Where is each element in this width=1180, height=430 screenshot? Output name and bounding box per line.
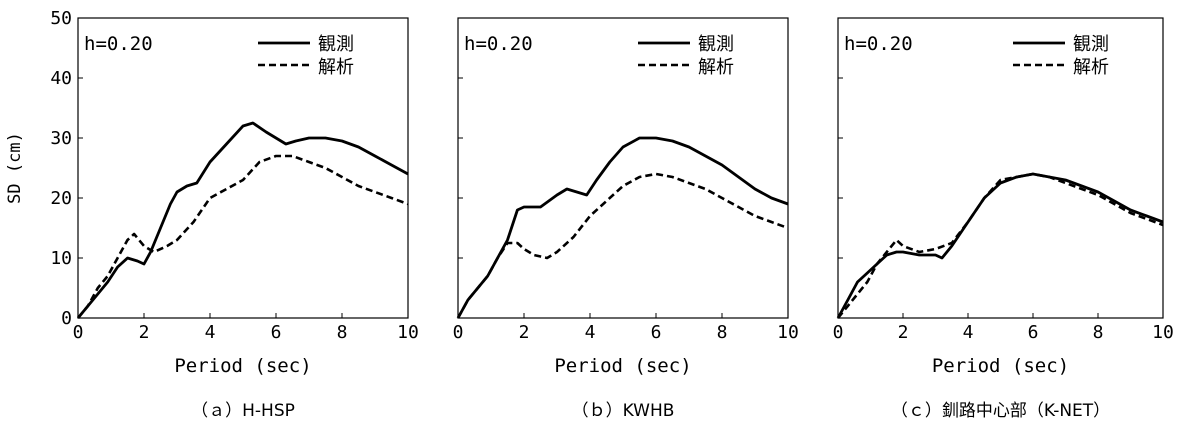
panel-c: h=0.20 Period (sec) （ｃ）釧路中心部（K-NET） 観測 解…	[833, 17, 1174, 421]
panel-c-frame	[837, 17, 1164, 319]
panel-c-annotation: h=0.20	[844, 33, 913, 55]
panel-b-x-tick-label: 10	[777, 322, 799, 343]
panel-c-series-analysis-line	[836, 172, 1164, 319]
panel-a-y-tick-label: 20	[50, 188, 72, 209]
panel-c-legend-label-analysis: 解析	[1073, 57, 1109, 78]
panel-a-y-tick-label: 40	[50, 68, 72, 89]
panel-c-x-tick-label: 8	[1093, 322, 1104, 343]
panel-b-series-observed-line	[456, 136, 789, 319]
panel-c-x-tick-label: 0	[833, 322, 844, 343]
panel-a-y-tick-label: 0	[61, 308, 72, 329]
panel-a-y-tick-label: 10	[50, 248, 72, 269]
panel-c-x-tick-label: 6	[1028, 322, 1039, 343]
panel-b-frame	[457, 17, 789, 319]
panel-a-y-tick-label: 50	[50, 8, 72, 29]
panel-a-frame	[77, 17, 409, 319]
panel-a-x-tick-label: 10	[397, 322, 419, 343]
panel-b-x-tick-label: 2	[519, 322, 530, 343]
panel-a: h=0.20 SD (cm) Period (sec) （ａ）H-HSP 観測 …	[5, 8, 419, 421]
panel-a-legend-label-observed: 観測	[318, 34, 354, 55]
panel-c-x-axis-label: Period (sec)	[932, 355, 1069, 377]
panel-b-legend-label-observed: 観測	[698, 34, 734, 55]
panel-a-legend-label-analysis: 解析	[318, 57, 354, 78]
panel-a-x-axis-label: Period (sec)	[174, 355, 311, 377]
panel-c-legend-label-observed: 観測	[1073, 34, 1109, 55]
panel-a-series-observed-line	[76, 121, 409, 319]
panel-a-x-tick-label: 0	[73, 322, 84, 343]
panel-b-x-axis-label: Period (sec)	[554, 355, 691, 377]
panel-a-x-tick-label: 2	[139, 322, 150, 343]
panel-b-series-analysis-line	[456, 172, 789, 319]
panel-a-y-axis-label: SD (cm)	[5, 132, 25, 204]
panel-b: h=0.20 Period (sec) （ｂ）KWHB 観測 解析 0 2 4 6 8 1…	[453, 17, 799, 421]
panel-c-series-observed-line	[836, 172, 1164, 319]
panel-a-y-tick-label: 30	[50, 128, 72, 149]
panel-c-x-tick-label: 10	[1152, 322, 1174, 343]
panel-b-x-tick-label: 4	[585, 322, 596, 343]
panel-b-x-tick-label: 6	[651, 322, 662, 343]
panel-b-legend-label-analysis: 解析	[698, 57, 734, 78]
panel-b-x-tick-label: 0	[453, 322, 464, 343]
panel-a-series-analysis-line	[76, 154, 409, 319]
panel-c-caption: （ｃ）釧路中心部（K-NET）	[891, 401, 1110, 421]
panel-a-x-tick-label: 8	[337, 322, 348, 343]
panel-c-x-tick-label: 4	[963, 322, 974, 343]
panel-a-caption: （ａ）H-HSP	[191, 401, 295, 421]
panel-a-x-tick-label: 6	[271, 322, 282, 343]
panel-b-caption: （ｂ）KWHB	[572, 401, 675, 421]
panel-b-annotation: h=0.20	[464, 33, 533, 55]
panel-a-annotation: h=0.20	[84, 33, 153, 55]
panel-c-x-tick-label: 2	[898, 322, 909, 343]
panel-b-x-tick-label: 8	[717, 322, 728, 343]
panel-a-x-tick-label: 4	[205, 322, 216, 343]
